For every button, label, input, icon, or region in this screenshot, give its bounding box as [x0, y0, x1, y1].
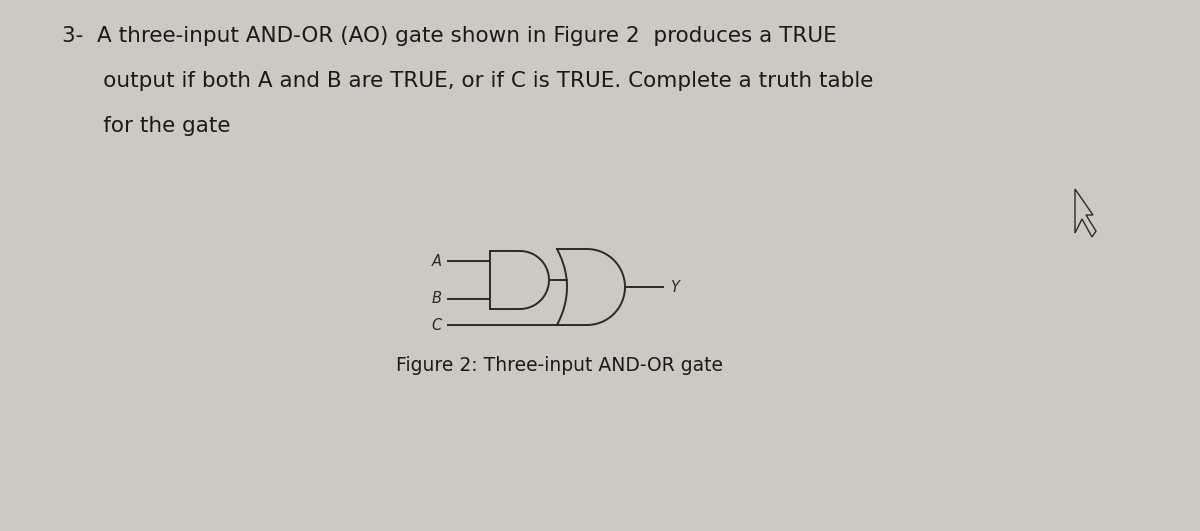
Text: Y: Y: [670, 279, 679, 295]
Text: Figure 2: Three-input AND-OR gate: Figure 2: Three-input AND-OR gate: [396, 356, 724, 375]
Text: 3-  A three-input AND-OR (AO) gate shown in Figure 2  produces a TRUE: 3- A three-input AND-OR (AO) gate shown …: [62, 26, 836, 46]
Text: B: B: [432, 292, 442, 306]
Text: output if both A and B are TRUE, or if C is TRUE. Complete a truth table: output if both A and B are TRUE, or if C…: [62, 71, 874, 91]
Text: for the gate: for the gate: [62, 116, 230, 136]
Text: A: A: [432, 253, 442, 269]
Text: C: C: [432, 318, 442, 332]
